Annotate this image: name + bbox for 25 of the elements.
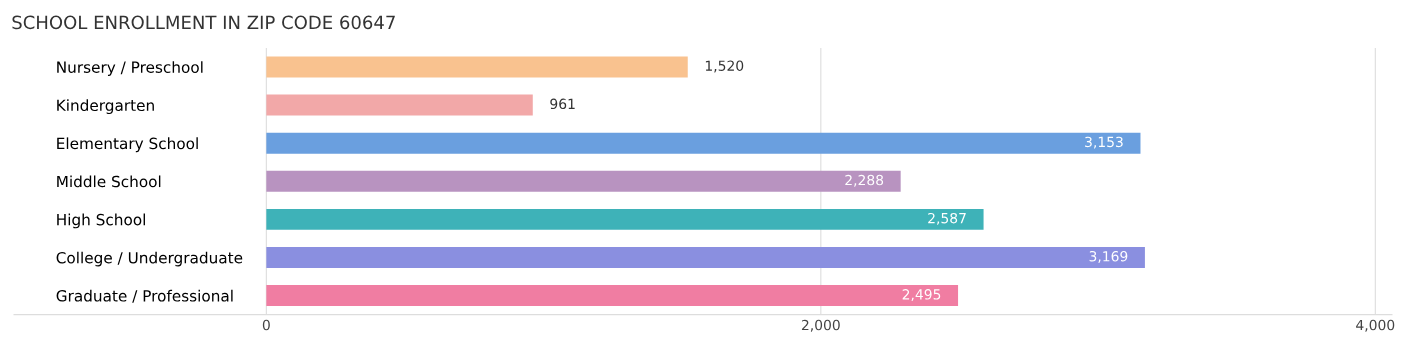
y-tick-label: Graduate / Professional [56,289,233,303]
y-tick-label: Kindergarten [57,99,154,115]
bar [266,285,959,307]
x-tick-label: 4,000 [1356,319,1395,332]
bar [266,247,1145,268]
data-label: 3,153 [1085,136,1123,149]
bar [266,56,688,78]
y-tick-label: Elementary School [57,137,198,153]
x-tick-label: 2,000 [801,319,840,332]
chart-title: SCHOOL ENROLLMENT IN ZIP CODE 60647 [12,15,395,30]
y-tick-label: College / Undergraduate [56,251,243,267]
y-tick-label: High School [57,213,145,229]
data-label: 961 [550,98,575,110]
y-tick-label: Middle School [57,175,161,188]
bar [266,208,984,230]
x-tick-label: 0 [262,319,270,331]
data-label: 1,520 [705,60,744,73]
data-label: 2,495 [902,289,941,302]
bar [266,132,1141,154]
data-label: 2,288 [845,174,884,187]
bar [266,170,901,192]
data-label: 3,169 [1089,251,1128,263]
data-label: 2,587 [928,212,966,225]
bar [266,94,533,116]
y-tick-label: Nursery / Preschool [57,61,203,76]
